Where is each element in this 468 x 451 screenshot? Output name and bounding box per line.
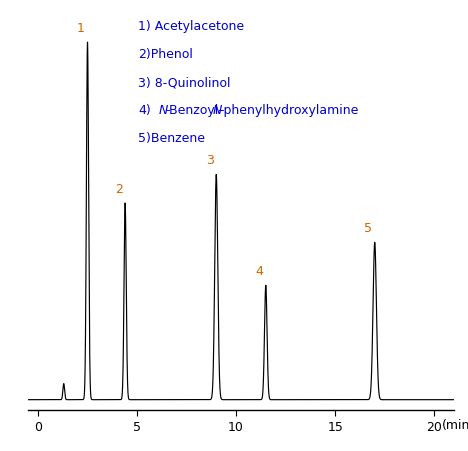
Text: 4: 4 [256,265,263,278]
Text: 5: 5 [365,222,373,235]
Text: 3) 8-Quinolinol: 3) 8-Quinolinol [138,76,231,89]
Text: N: N [159,104,168,117]
Text: -Benzoyl-: -Benzoyl- [166,104,223,117]
Text: -phenylhydroxylamine: -phenylhydroxylamine [219,104,358,117]
Text: 5)Benzene: 5)Benzene [138,132,205,145]
Text: 3: 3 [206,154,214,167]
Text: (min.): (min.) [442,419,468,433]
Text: 2: 2 [115,183,123,196]
Text: 1) Acetylacetone: 1) Acetylacetone [138,20,244,33]
Text: 2)Phenol: 2)Phenol [138,48,193,61]
Text: 4): 4) [138,104,151,117]
Text: N: N [212,104,222,117]
Text: 1: 1 [77,22,85,35]
